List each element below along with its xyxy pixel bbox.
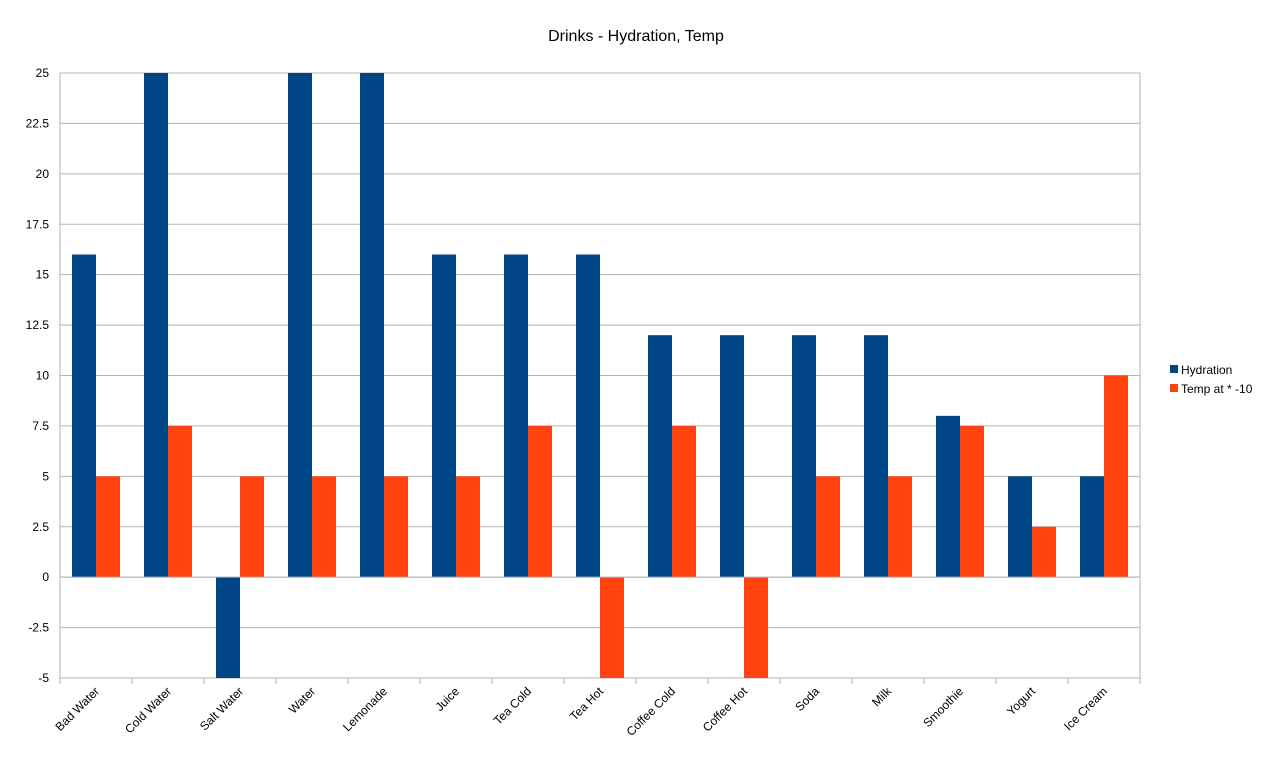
chart-title: Drinks - Hydration, Temp: [548, 28, 724, 45]
bar-hydration-lemonade: [360, 73, 384, 578]
y-tick-label: 5: [42, 469, 49, 483]
legend-label: Temp at * -10: [1181, 382, 1253, 396]
y-tick-label: 2.5: [32, 520, 49, 534]
bar-temp-ice-cream: [1104, 375, 1128, 578]
y-tick-label: -5: [38, 671, 49, 685]
bar-temp-soda: [816, 476, 840, 578]
legend-swatch: [1170, 384, 1178, 392]
bar-temp-milk: [888, 476, 912, 578]
bar-temp-coffee-hot: [744, 577, 768, 678]
bar-temp-tea-hot: [600, 577, 624, 678]
bar-hydration-salt-water: [216, 577, 240, 678]
bar-hydration-coffee-cold: [648, 335, 672, 578]
bar-hydration-cold-water: [144, 73, 168, 578]
bar-hydration-water: [288, 73, 312, 578]
y-axis-tick-labels: 25 22.5 20 17.5 15 12.5 10 7.5 5 2.5 0 -2.5 -5: [26, 66, 50, 685]
y-tick-label: 0: [42, 570, 49, 584]
legend-label: Hydration: [1181, 363, 1232, 377]
y-tick-label: 17.5: [26, 217, 50, 231]
bar-temp-lemonade: [384, 476, 408, 578]
axes: [59, 73, 1141, 684]
bar-temp-cold-water: [168, 425, 192, 578]
bar-temp-juice: [456, 476, 480, 578]
bar-hydration-coffee-hot: [720, 335, 744, 578]
y-tick-label: 22.5: [26, 116, 50, 130]
legend: Hydration Temp at * -10: [1170, 363, 1253, 396]
bar-temp-coffee-cold: [672, 425, 696, 578]
bar-hydration-bad-water: [72, 254, 96, 578]
bar-temp-smoothie: [960, 425, 984, 578]
bar-hydration-tea-hot: [576, 254, 600, 578]
bar-hydration-yogurt: [1008, 476, 1032, 578]
bar-temp-salt-water: [240, 476, 264, 578]
y-tick-label: 15: [36, 268, 50, 282]
legend-swatch: [1170, 365, 1178, 373]
y-tick-label: 20: [36, 167, 50, 181]
y-tick-label: 10: [36, 369, 50, 383]
bar-hydration-smoothie: [936, 415, 960, 578]
y-tick-label: 25: [36, 66, 50, 80]
bar-temp-water: [312, 476, 336, 578]
y-tick-label: -2.5: [28, 621, 49, 635]
bars: [72, 73, 1128, 678]
bar-temp-bad-water: [96, 476, 120, 578]
bar-hydration-milk: [864, 335, 888, 578]
bar-hydration-juice: [432, 254, 456, 578]
bar-hydration-soda: [792, 335, 816, 578]
bar-hydration-ice-cream: [1080, 476, 1104, 578]
y-tick-label: 7.5: [32, 419, 49, 433]
bar-hydration-tea-cold: [504, 254, 528, 578]
bar-temp-yogurt: [1032, 526, 1056, 578]
bar-temp-tea-cold: [528, 425, 552, 578]
y-tick-label: 12.5: [26, 318, 50, 332]
